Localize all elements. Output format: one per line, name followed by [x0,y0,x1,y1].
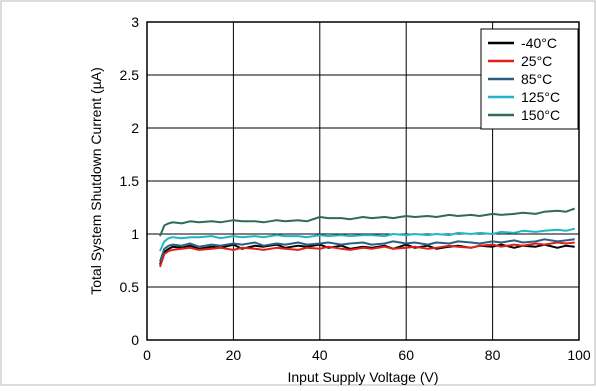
y-axis-label: Total System Shutdown Current (µA) [88,67,104,295]
y-tick-label: 0 [131,332,139,348]
y-tick-label: 3 [131,14,139,30]
legend-label: 125°C [521,89,560,105]
tick-labels: 0 20 40 60 80 100 0 0.5 1 1.5 2 2.5 3 [120,14,591,363]
legend: -40°C 25°C 85°C 125°C 150°C [480,28,579,130]
y-tick-label: 2.5 [120,67,140,83]
legend-label: -40°C [521,35,557,51]
series-line-85°C [159,238,575,262]
legend-label: 85°C [521,71,552,87]
x-axis-label: Input Supply Voltage (V) [288,369,439,385]
plot-area-border [146,21,580,341]
x-tick-label: 40 [312,347,328,363]
series-line--40°C [159,243,575,266]
x-tick-label: 80 [485,347,501,363]
series-lines [159,207,576,268]
y-tick-label: 0.5 [120,279,140,295]
legend-box [480,28,579,130]
x-tick-label: 100 [567,347,591,363]
y-tick-label: 1 [131,226,139,242]
x-tick-label: 20 [226,347,242,363]
x-tick-label: 0 [143,347,151,363]
series-line-125°C [159,227,575,252]
legend-label: 150°C [521,107,560,123]
series-line-150°C [159,207,576,237]
y-tick-label: 2 [131,120,139,136]
legend-label: 25°C [521,53,552,69]
y-tick-label: 1.5 [120,173,140,189]
series-line-25°C [159,241,575,268]
x-tick-label: 60 [398,347,414,363]
